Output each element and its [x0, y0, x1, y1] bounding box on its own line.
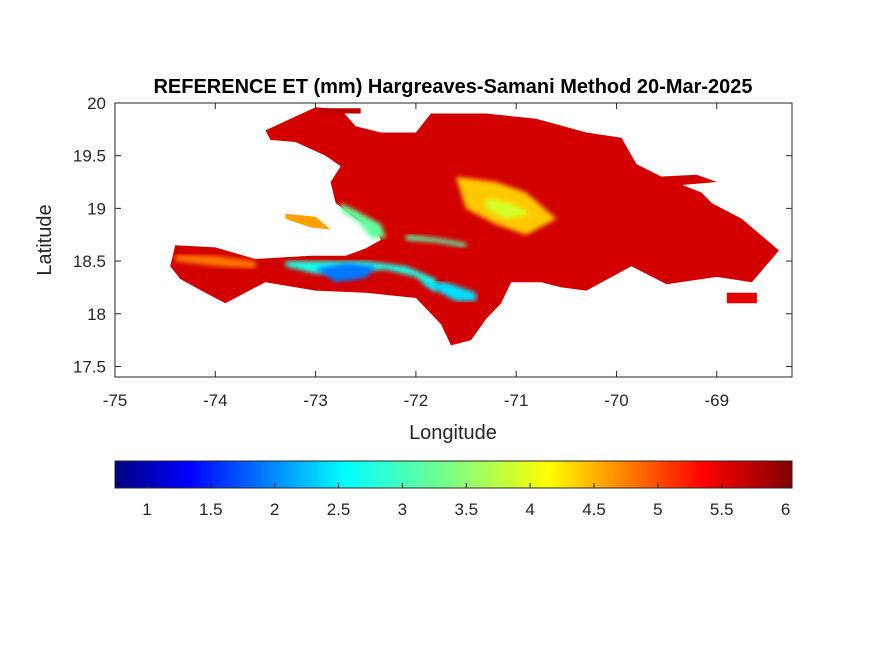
colorbar-ticks: 1 1.5 2 2.5 3 3.5 4 4.5 5 5.5 6 — [142, 483, 790, 519]
region-cordillera-central-core — [486, 197, 532, 219]
region-neiba-band-cool — [405, 234, 466, 248]
y-tick-label: 20 — [87, 94, 106, 113]
colorbar-tick-label: 2 — [270, 500, 279, 519]
y-axis: 17.5 18 18.5 19 19.5 20 — [73, 94, 792, 376]
x-axis-label: Longitude — [409, 422, 497, 444]
region-tortuga-island — [320, 108, 361, 114]
x-tick-label: -74 — [203, 391, 228, 410]
x-tick-label: -71 — [504, 391, 529, 410]
colorbar-tick-label: 5.5 — [710, 500, 734, 519]
y-tick-label: 19.5 — [73, 147, 106, 166]
region-massif-de-la-selle-core — [315, 263, 376, 283]
colorbar-tick-label: 2.5 — [327, 500, 351, 519]
x-tick-label: -69 — [704, 391, 729, 410]
colorbar-tick-label: 3 — [398, 500, 407, 519]
colorbar-tick-label: 6 — [781, 500, 790, 519]
region-southern-peninsula-west-warm — [175, 254, 256, 269]
region-samana-peninsula — [656, 174, 717, 188]
x-axis: -75 -74 -73 -72 -71 -70 -69 — [103, 103, 729, 410]
chart-title: REFERENCE ET (mm) Hargreaves-Samani Meth… — [153, 76, 752, 98]
colorbar-tick-label: 5 — [653, 500, 662, 519]
x-tick-label: -75 — [103, 391, 128, 410]
y-tick-label: 18 — [87, 305, 106, 324]
colorbar-tick-label: 4 — [525, 500, 534, 519]
x-tick-label: -70 — [604, 391, 629, 410]
colorbar-tick-label: 3.5 — [454, 500, 478, 519]
y-tick-label: 18.5 — [73, 252, 106, 271]
colorbar-tick-label: 4.5 — [582, 500, 606, 519]
region-central-haiti-band-cool — [340, 203, 386, 238]
y-tick-label: 19 — [87, 199, 106, 218]
x-tick-label: -73 — [303, 391, 328, 410]
region-bahoruco-cool — [420, 282, 477, 302]
region-saona-island — [726, 292, 757, 304]
x-tick-label: -72 — [404, 391, 429, 410]
region-island-background — [170, 107, 779, 346]
axes-box — [114, 102, 793, 378]
region-gonave-island — [285, 213, 331, 230]
y-tick-label: 17.5 — [73, 357, 106, 376]
map-layer — [170, 107, 779, 346]
colorbar-tick-label: 1 — [142, 500, 151, 519]
colorbar-tick-label: 1.5 — [199, 500, 223, 519]
y-axis-label: Latitude — [34, 204, 56, 275]
colorbar — [114, 460, 793, 489]
